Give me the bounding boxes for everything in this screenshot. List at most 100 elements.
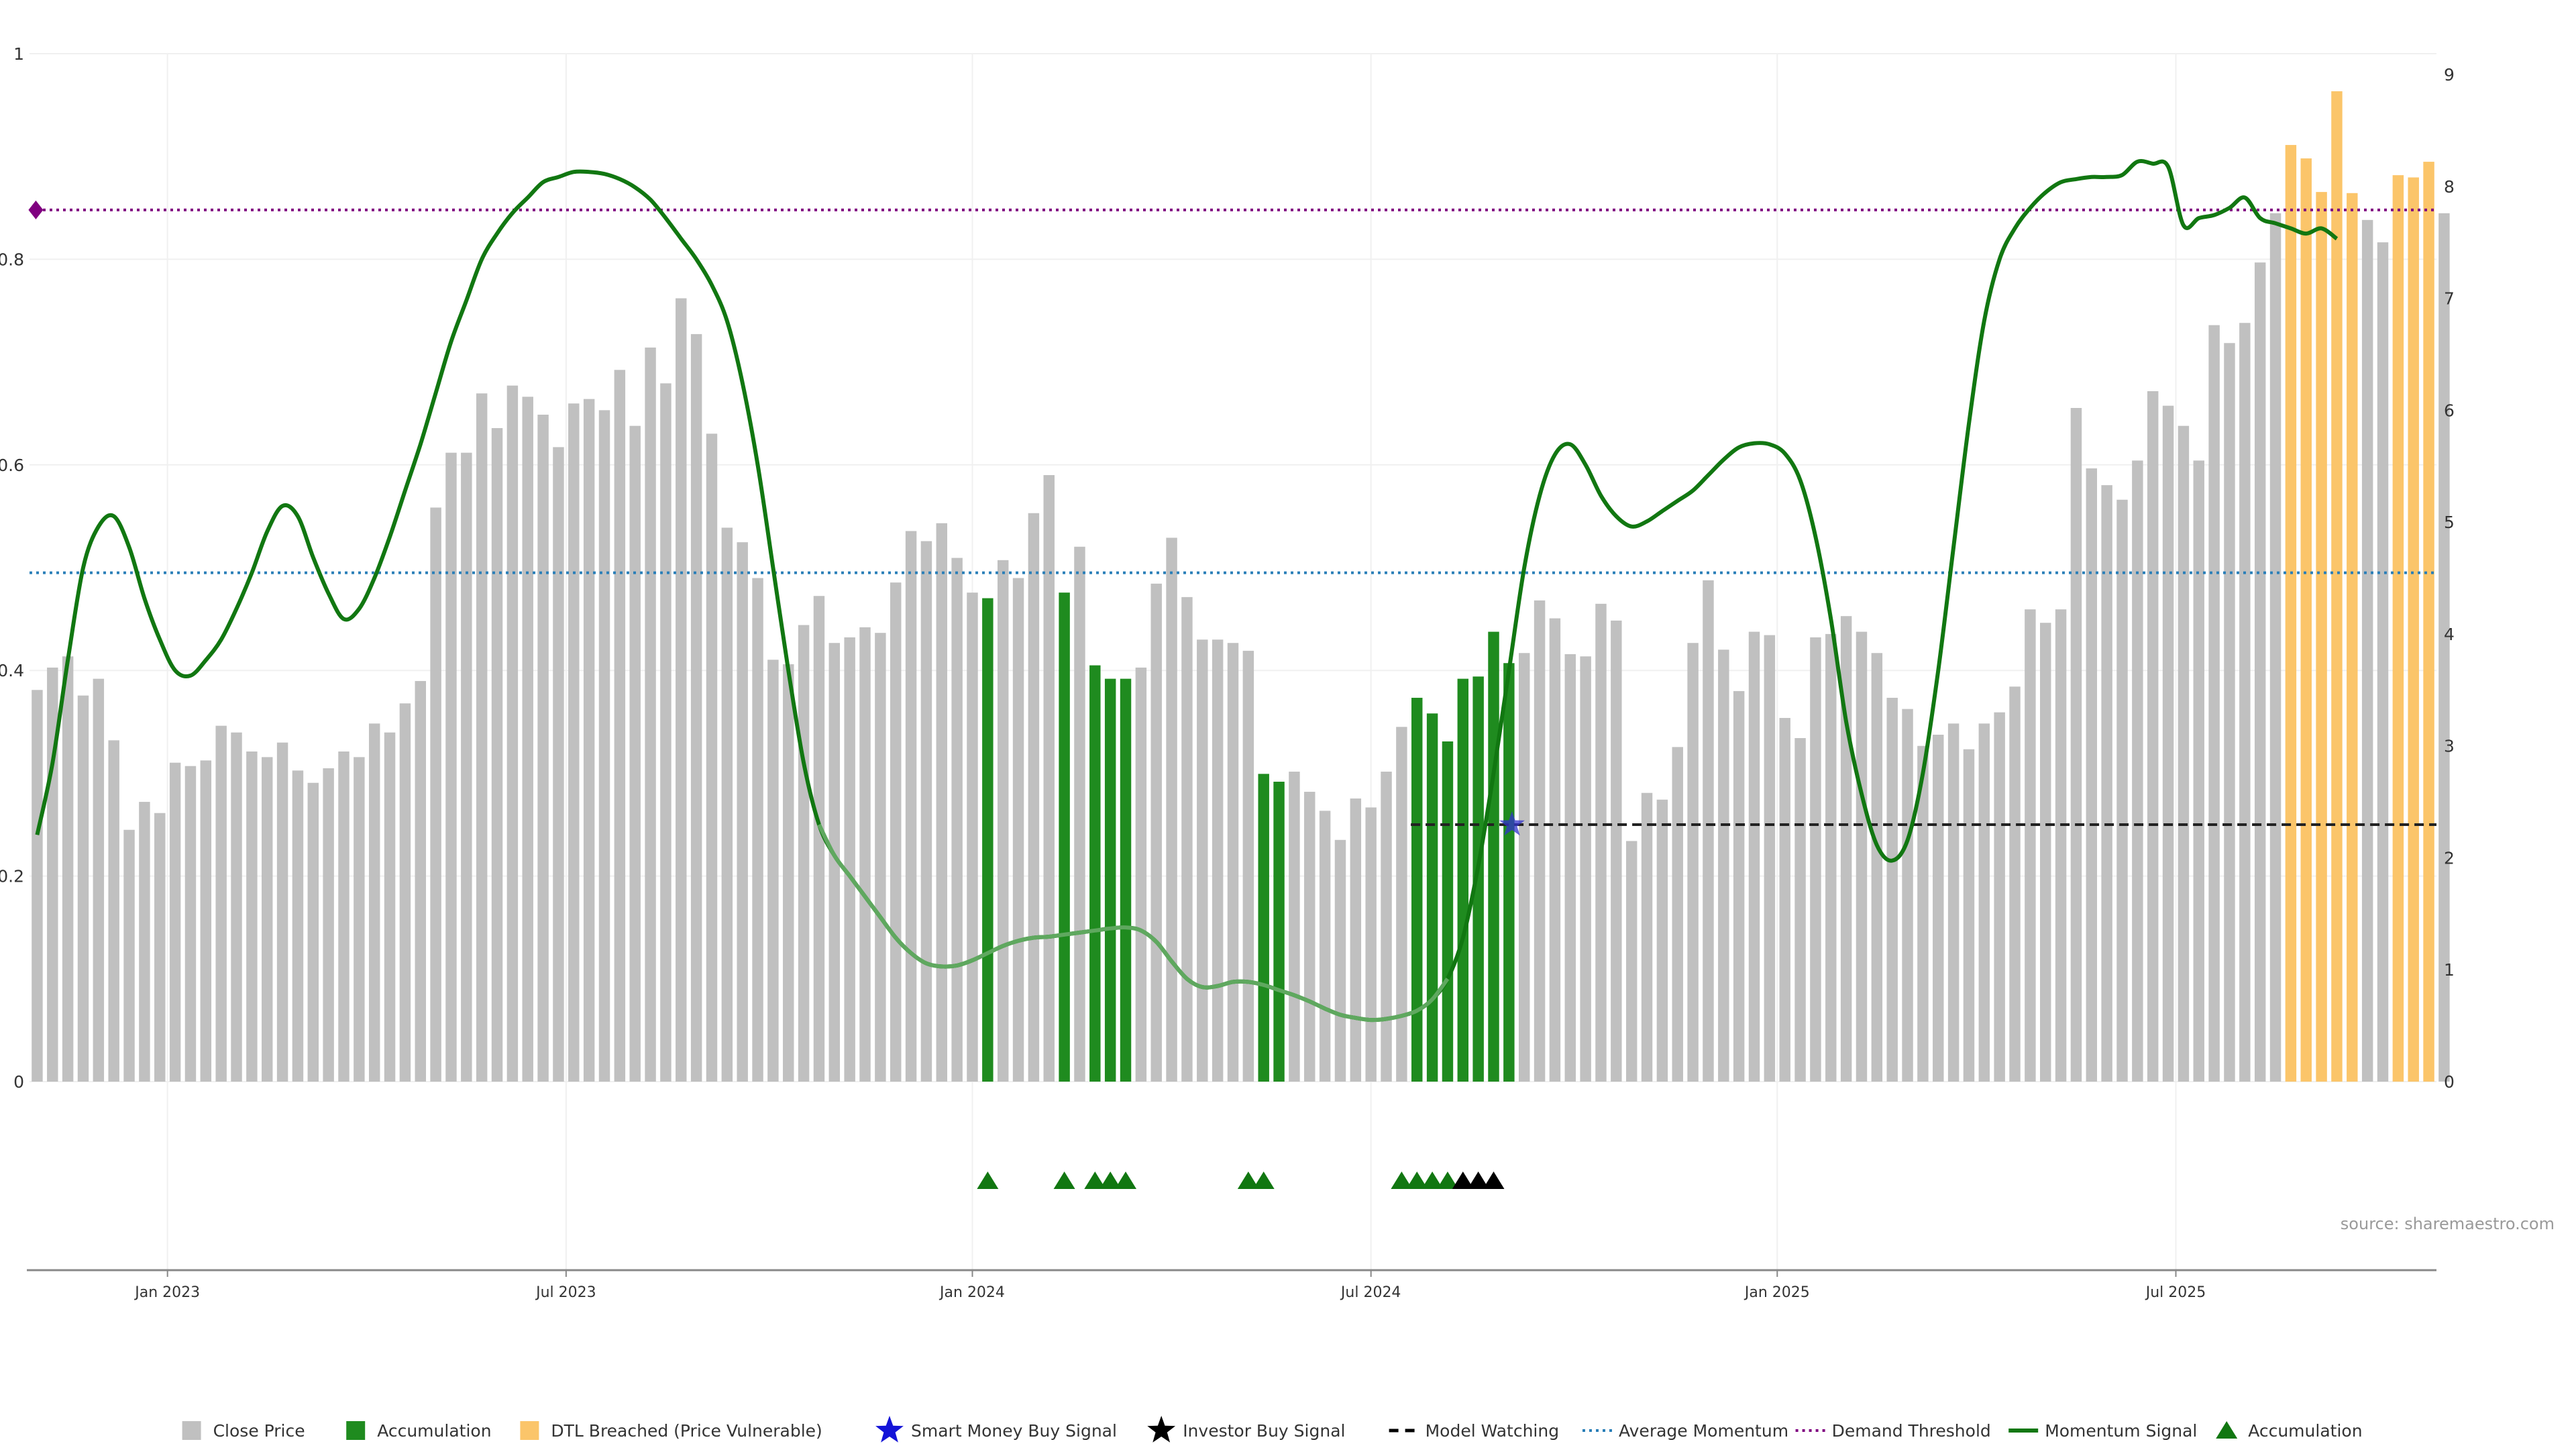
bar-close-price [706, 433, 718, 1082]
y-right-tick-label: 0 [2444, 1072, 2455, 1092]
bar-close-price [1703, 580, 1714, 1082]
bar-close-price [262, 757, 273, 1082]
bar-close-price [1197, 639, 1208, 1082]
y-right-tick-label: 3 [2444, 737, 2455, 756]
bar-close-price [568, 403, 580, 1082]
bar-close-price [2086, 468, 2098, 1082]
bar-close-price [354, 757, 365, 1082]
bar-close-price [2162, 405, 2174, 1082]
bar-close-price [1319, 811, 1331, 1082]
legend-swatch [346, 1421, 366, 1440]
bar-close-price [1381, 772, 1392, 1082]
bar-close-price [951, 558, 963, 1082]
bar-close-price [1856, 631, 1868, 1082]
bar-close-price [2147, 391, 2159, 1082]
y-left-tick-label: 0.6 [0, 456, 24, 475]
bar-close-price [184, 766, 197, 1082]
bar-close-price [399, 703, 411, 1082]
y-right-tick-label: 8 [2444, 177, 2455, 197]
bar-close-price [2193, 460, 2204, 1082]
bars [32, 91, 2450, 1082]
bar-close-price [660, 383, 672, 1082]
bar-accumulation [1488, 631, 1499, 1082]
bar-close-price [1549, 618, 1561, 1082]
bar-close-price [1028, 513, 1040, 1082]
bar-close-price [614, 370, 626, 1082]
bar-close-price [813, 596, 825, 1082]
bar-close-price [1074, 546, 1085, 1082]
bar-dtl-breached [2408, 177, 2419, 1082]
bar-close-price [200, 760, 212, 1082]
x-tick-label: Jul 2023 [535, 1284, 596, 1301]
bar-accumulation [1503, 663, 1515, 1082]
y-right-tick-label: 1 [2444, 960, 2455, 980]
bar-close-price [338, 751, 350, 1082]
bar-close-price [1656, 799, 1668, 1082]
y-right-tick-label: 6 [2444, 401, 2455, 420]
bar-close-price [384, 732, 396, 1082]
y-left-tick-label: 0.4 [0, 661, 24, 680]
bar-close-price [154, 813, 166, 1082]
y-left-tick-label: 0 [13, 1072, 24, 1092]
bar-accumulation [1104, 678, 1116, 1082]
bar-close-price [1794, 737, 1806, 1082]
bar-dtl-breached [2285, 145, 2297, 1082]
legend-star-icon [1147, 1416, 1176, 1443]
bar-close-price [1396, 727, 1407, 1082]
bar-close-price [1564, 654, 1576, 1082]
bar-close-price [1825, 633, 1837, 1082]
bar-close-price [77, 695, 89, 1082]
y-left-tick-label: 0.8 [0, 250, 24, 269]
legend-label: Model Watching [1426, 1421, 1560, 1441]
bar-close-price [491, 428, 503, 1082]
legend-label: Close Price [213, 1421, 305, 1441]
legend-label: Momentum Signal [2045, 1421, 2197, 1441]
bar-close-price [2040, 623, 2051, 1082]
bar-accumulation [1273, 782, 1285, 1082]
x-tick-label: Jan 2023 [133, 1284, 200, 1301]
x-tick-label: Jul 2025 [2145, 1284, 2206, 1301]
bar-close-price [62, 656, 74, 1082]
bar-close-price [1810, 637, 1821, 1082]
bar-close-price [2055, 609, 2067, 1082]
y-right-tick-label: 9 [2444, 65, 2455, 85]
legend-triangle-icon [2216, 1421, 2238, 1439]
bar-close-price [1043, 475, 1055, 1082]
bar-dtl-breached [2331, 91, 2343, 1082]
bar-close-price [1764, 635, 1776, 1082]
bar-close-price [2361, 219, 2373, 1082]
legend-item: Accumulation [346, 1421, 492, 1441]
bar-close-price [1611, 620, 1622, 1082]
x-tick-label: Jan 2024 [938, 1284, 1005, 1301]
bar-accumulation [1411, 697, 1423, 1082]
bar-close-price [1641, 792, 1653, 1082]
bar-close-price [1242, 650, 1254, 1082]
accumulation-signal-marker [1115, 1172, 1137, 1189]
bar-close-price [123, 829, 135, 1082]
legend-label: Accumulation [377, 1421, 491, 1441]
bar-accumulation [1089, 665, 1101, 1082]
bar-close-price [1672, 747, 1683, 1082]
bar-close-price [2438, 213, 2450, 1082]
axes: 0 0.2 0.4 0.6 0.8 1 0 1 2 3 4 5 6 7 8 9 Jan 2023 Jul 2023… [0, 44, 2455, 1301]
accumulation-signal-marker [1252, 1172, 1275, 1189]
legend-star-icon [875, 1416, 904, 1443]
bar-close-price [368, 723, 380, 1082]
bar-close-price [1595, 603, 1607, 1082]
bar-close-price [844, 637, 855, 1082]
bar-dtl-breached [2392, 175, 2404, 1082]
bar-close-price [2178, 425, 2190, 1082]
bar-close-price [1994, 712, 2005, 1082]
demand-threshold-marker [28, 200, 44, 219]
bar-close-price [1947, 723, 1960, 1082]
bar-close-price [553, 447, 564, 1082]
smart-money-buy-marker [1499, 811, 1525, 836]
bar-close-price [1779, 717, 1790, 1082]
bar-dtl-breached [2300, 158, 2312, 1082]
accumulation-signal-marker [1421, 1172, 1444, 1189]
legend: Close Price Accumulation DTL Breached (Pri… [182, 1416, 2363, 1443]
legend-item: Demand Threshold [1795, 1421, 1991, 1441]
legend-label: Demand Threshold [1832, 1421, 1991, 1441]
bar-close-price [430, 507, 441, 1082]
bar-dtl-breached [2347, 193, 2358, 1082]
